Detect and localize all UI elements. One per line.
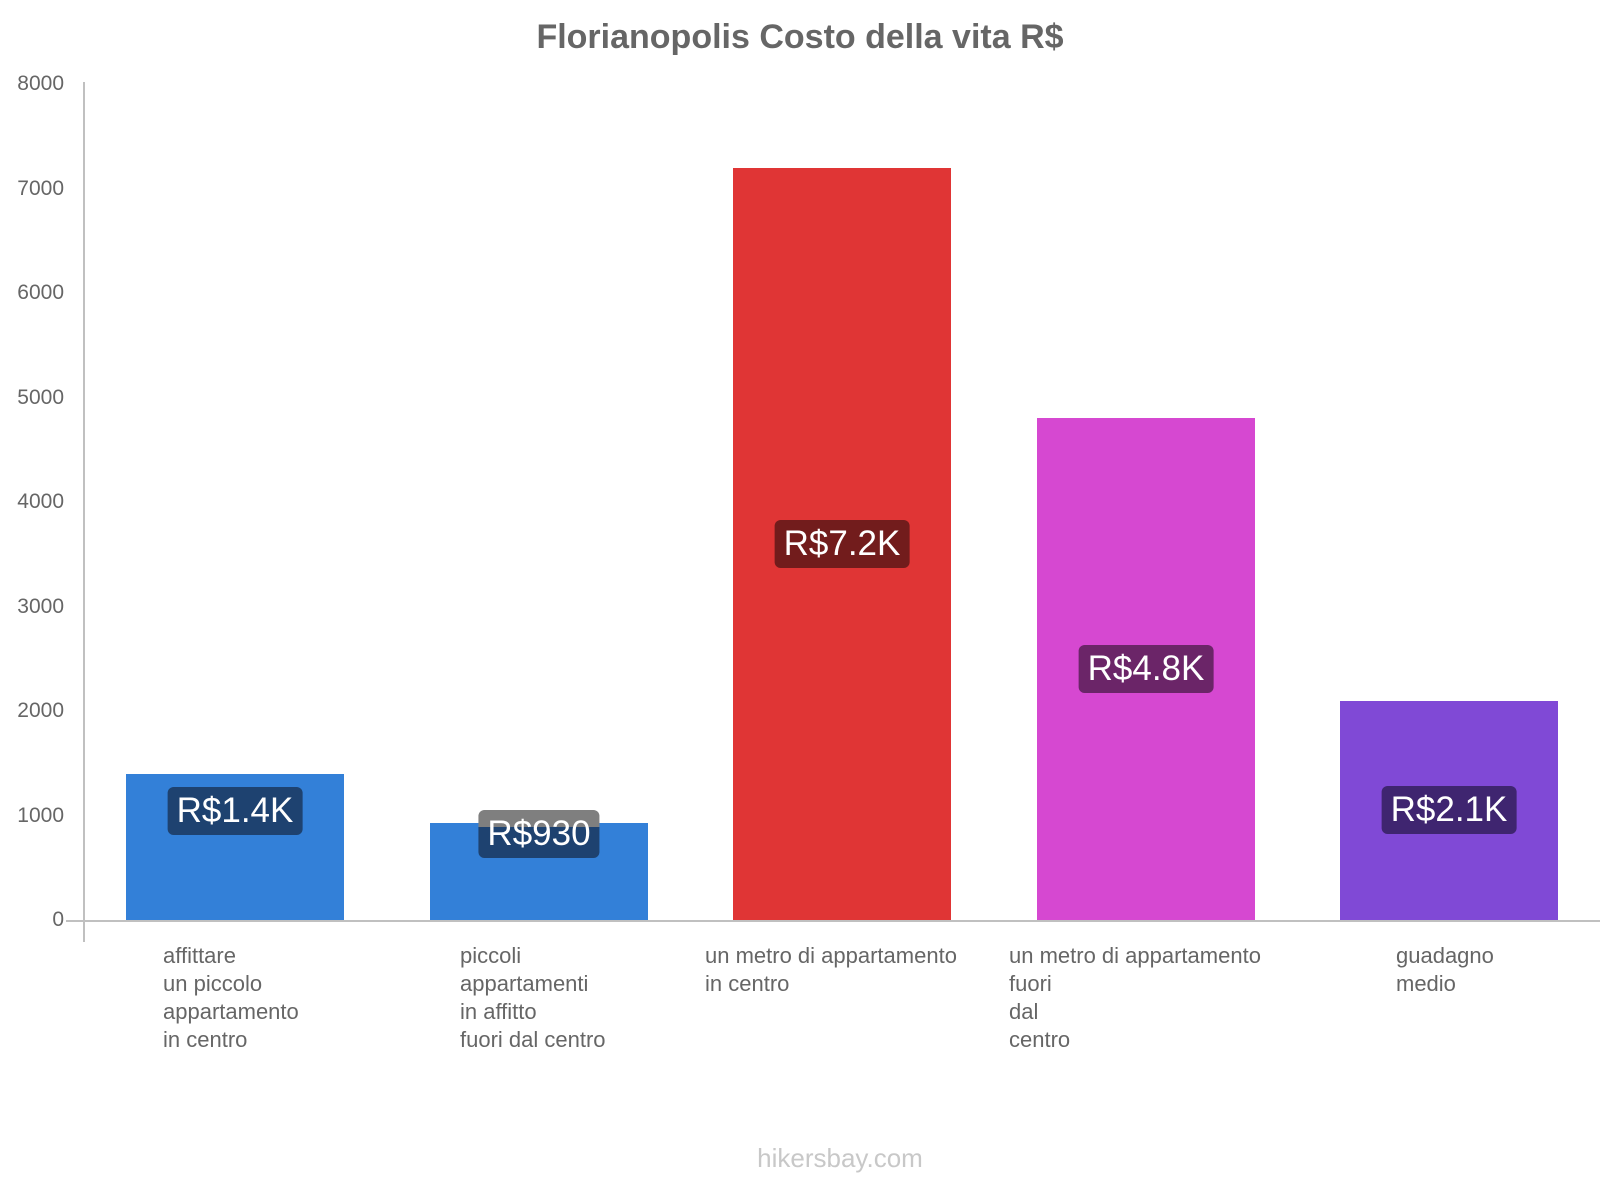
y-axis-line — [83, 82, 85, 942]
y-tick-label: 1000 — [17, 803, 64, 827]
chart-title: Florianopolis Costo della vita R$ — [536, 18, 1064, 56]
y-tick-label: 4000 — [17, 490, 64, 513]
x-axis-label: un metro di appartamento fuori dal centr… — [1009, 943, 1261, 1052]
x-axis-label: piccoli appartamenti in affitto fuori da… — [460, 943, 606, 1052]
y-tick-label: 5000 — [17, 385, 64, 409]
value-label: R$930 — [478, 810, 600, 858]
y-tick-label: 0 — [52, 908, 64, 931]
y-tick-label: 7000 — [17, 176, 64, 200]
y-tick-label: 3000 — [17, 594, 64, 618]
x-axis-label: affittare un piccolo appartamento in cen… — [163, 943, 299, 1052]
y-tick-label: 6000 — [17, 281, 64, 304]
value-label: R$4.8K — [1078, 645, 1214, 694]
x-axis-label: guadagno medio — [1396, 943, 1494, 996]
value-label: R$2.1K — [1381, 786, 1517, 835]
value-label: R$7.2K — [774, 519, 910, 568]
x-axis-line — [66, 920, 1600, 922]
y-tick-label: 8000 — [17, 72, 64, 95]
value-label: R$1.4K — [167, 787, 303, 835]
y-tick-label: 2000 — [17, 699, 64, 722]
x-axis-label: un metro di appartamento in centro — [705, 943, 957, 996]
watermark: hikersbay.com — [757, 1143, 923, 1173]
